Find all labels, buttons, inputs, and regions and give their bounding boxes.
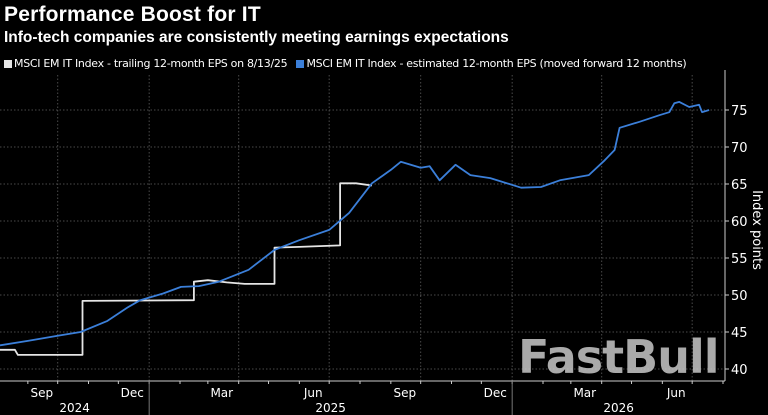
watermark-logo: FastBull xyxy=(518,330,719,384)
legend-item-trailing: MSCI EM IT Index - trailing 12-month EPS… xyxy=(4,57,288,70)
x-year-label: 2026 xyxy=(603,401,634,415)
x-tick-label: Sep xyxy=(393,386,416,400)
x-tick-label: Dec xyxy=(121,386,144,400)
legend: MSCI EM IT Index - trailing 12-month EPS… xyxy=(4,57,692,71)
x-tick-label: Jun xyxy=(303,386,323,400)
chart-title: Performance Boost for IT xyxy=(4,3,261,26)
x-year-label: 2025 xyxy=(315,401,346,415)
legend-label-estimated: MSCI EM IT Index - estimated 12-month EP… xyxy=(306,57,687,70)
legend-swatch-trailing xyxy=(4,59,12,68)
series-line-estimated-eps xyxy=(0,101,710,347)
x-tick-label: Dec xyxy=(484,386,507,400)
y-tick-label: 55 xyxy=(731,252,748,267)
y-tick-label: 40 xyxy=(731,363,748,378)
y-axis-title: Index points xyxy=(749,190,764,270)
x-tick-label: Mar xyxy=(210,386,233,400)
y-tick-label: 50 xyxy=(731,289,748,304)
x-year-label: 2024 xyxy=(59,401,90,415)
series-line-trailing-eps xyxy=(0,182,373,356)
y-tick-label: 75 xyxy=(731,104,748,119)
legend-label-trailing: MSCI EM IT Index - trailing 12-month EPS… xyxy=(14,57,288,70)
y-tick-label: 65 xyxy=(731,178,748,193)
x-tick-label: Sep xyxy=(30,386,53,400)
x-tick-label: Mar xyxy=(573,386,596,400)
chart-subtitle: Info-tech companies are consistently mee… xyxy=(4,29,509,46)
y-tick-label: 45 xyxy=(731,326,748,341)
y-tick-label: 70 xyxy=(731,141,748,156)
legend-swatch-estimated xyxy=(296,59,305,68)
legend-item-estimated: MSCI EM IT Index - estimated 12-month EP… xyxy=(296,57,687,70)
y-tick-label: 60 xyxy=(731,215,748,230)
x-tick-label: Jun xyxy=(666,386,686,400)
